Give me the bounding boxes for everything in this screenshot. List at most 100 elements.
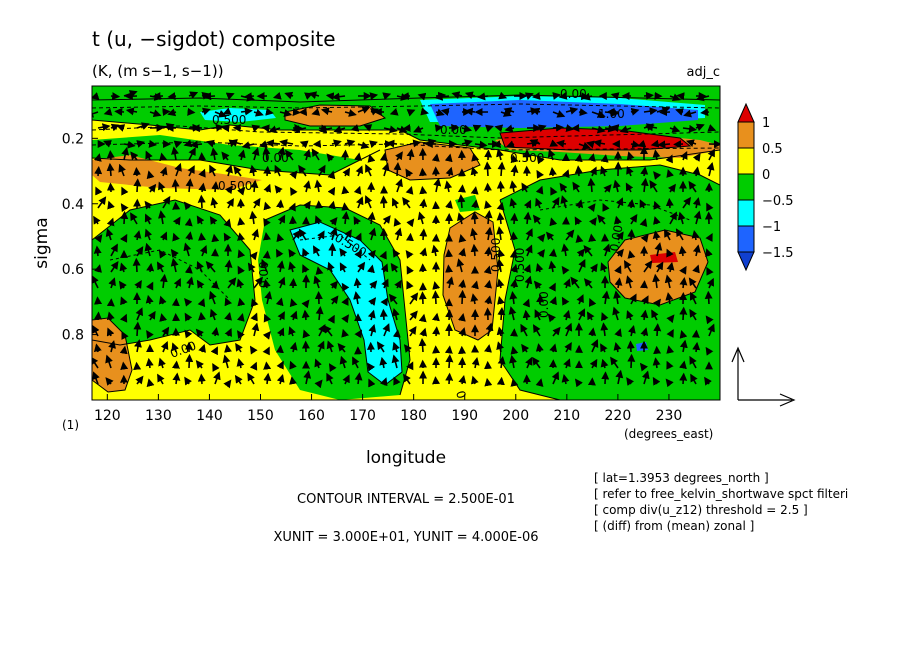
vector-arrow [332,172,333,176]
colorbar-segment [738,174,754,200]
vector-arrow [422,188,423,193]
x-tick-label: 200 [502,408,529,424]
x-tick-label: 180 [400,408,427,424]
colorbar: 10.50−0.5−1−1.5 [738,104,794,270]
x-tick-label: 230 [656,408,683,424]
info-line: [ lat=1.3953 degrees_north ] [594,471,769,485]
vector-arrow [98,298,99,304]
vector-arrow [683,308,684,320]
vector-arrow [215,183,216,192]
vector-arrow [423,230,424,240]
vector-arrow [475,188,476,192]
vector-arrow [344,187,345,192]
vector-arrow [358,154,359,160]
vector-arrow [461,236,462,240]
vector-arrow [175,180,176,192]
vector-arrow [501,309,502,320]
vector-arrow [266,363,267,368]
vector-arrow [280,346,281,352]
colorbar-label: −1 [762,220,781,235]
vector-arrow [501,163,502,176]
vector-arrow [630,252,631,256]
vector-arrow [669,200,670,209]
vector-arrow [534,96,540,97]
vector-arrow [149,172,150,176]
vector-arrow [422,340,423,352]
vector-arrow [513,380,514,384]
vector-arrow [487,380,488,385]
vector-arrow [436,155,437,160]
vector-arrow [136,169,137,176]
x-tick-label: 150 [247,408,274,424]
contour-label: 0.500 [212,113,246,127]
x-axis-label: longitude [366,448,446,468]
vector-arrow [201,196,202,208]
vector-arrow [708,292,709,304]
info-line: [ comp div(u_z12) threshold = 2.5 ] [594,503,808,517]
vector-arrow [267,374,268,384]
vector-arrow [201,314,202,321]
vector-arrow [98,168,99,176]
contour-label: 1.00 [598,107,625,121]
vector-arrow [436,328,437,336]
vector-arrow [263,128,267,129]
vector-arrow [578,236,579,240]
vector-arrow [150,144,156,145]
vector-arrow [240,219,241,224]
vector-arrow [462,291,463,304]
vector-arrow [449,155,450,160]
vector-arrow [267,252,268,256]
vector-arrow [449,356,450,368]
vector-arrow [305,311,306,320]
vector-arrow [449,251,450,256]
plot-area: 0.00 1.00 0.500 0.00 0.500 0.00 0.500 −0… [87,86,721,419]
vector-arrow [189,112,194,113]
vector-arrow [384,154,385,160]
vector-arrow [124,213,125,225]
vector-arrow [371,95,377,96]
vector-arrow [423,293,424,304]
vector-arrow [163,112,169,113]
vector-arrow [513,233,514,240]
vector-arrow [280,201,281,208]
contour-label: 0.00 [560,87,587,101]
vector-arrow [475,201,476,208]
colorbar-label: −0.5 [762,194,794,209]
vector-arrow [327,95,332,96]
vector-arrow [293,112,299,113]
vector-arrow [98,313,99,320]
vector-arrow [678,96,683,97]
vector-arrow [293,280,294,288]
info-line: [ (diff) from (mean) zonal ] [594,519,754,533]
vector-arrow [149,380,150,384]
colorbar-segment [738,122,754,148]
colorbar-label: 0 [762,168,770,183]
vector-arrow [591,235,592,240]
colorbar-top-triangle [738,104,754,122]
x-tick-label: 120 [94,408,121,424]
vector-arrow [644,168,645,176]
vector-arrow [397,331,398,336]
vector-arrow [383,310,384,320]
vector-arrow [657,325,658,336]
vector-arrow [631,231,632,241]
vector-arrow [410,234,411,240]
vector-arrow [436,378,437,384]
y-tick-label: 0.2 [62,131,84,147]
vector-arrow [397,164,398,176]
vector-arrow [474,213,475,224]
vector-arrow [292,378,293,384]
vector-arrow [552,169,553,176]
contour-label: 0.500 [218,179,252,193]
colorbar-segment [738,226,754,252]
vector-arrow [449,311,450,320]
vector-arrow [136,259,137,272]
index-label: (1) [62,418,79,432]
vector-arrow [500,214,501,224]
info-block: [ lat=1.3953 degrees_north ] [ refer to … [594,471,848,533]
colorbar-bottom-triangle [738,252,754,270]
vector-arrow [123,363,124,368]
vector-arrow [652,144,657,145]
vector-arrow [631,201,632,208]
contour-label: 0.00 [262,151,289,165]
